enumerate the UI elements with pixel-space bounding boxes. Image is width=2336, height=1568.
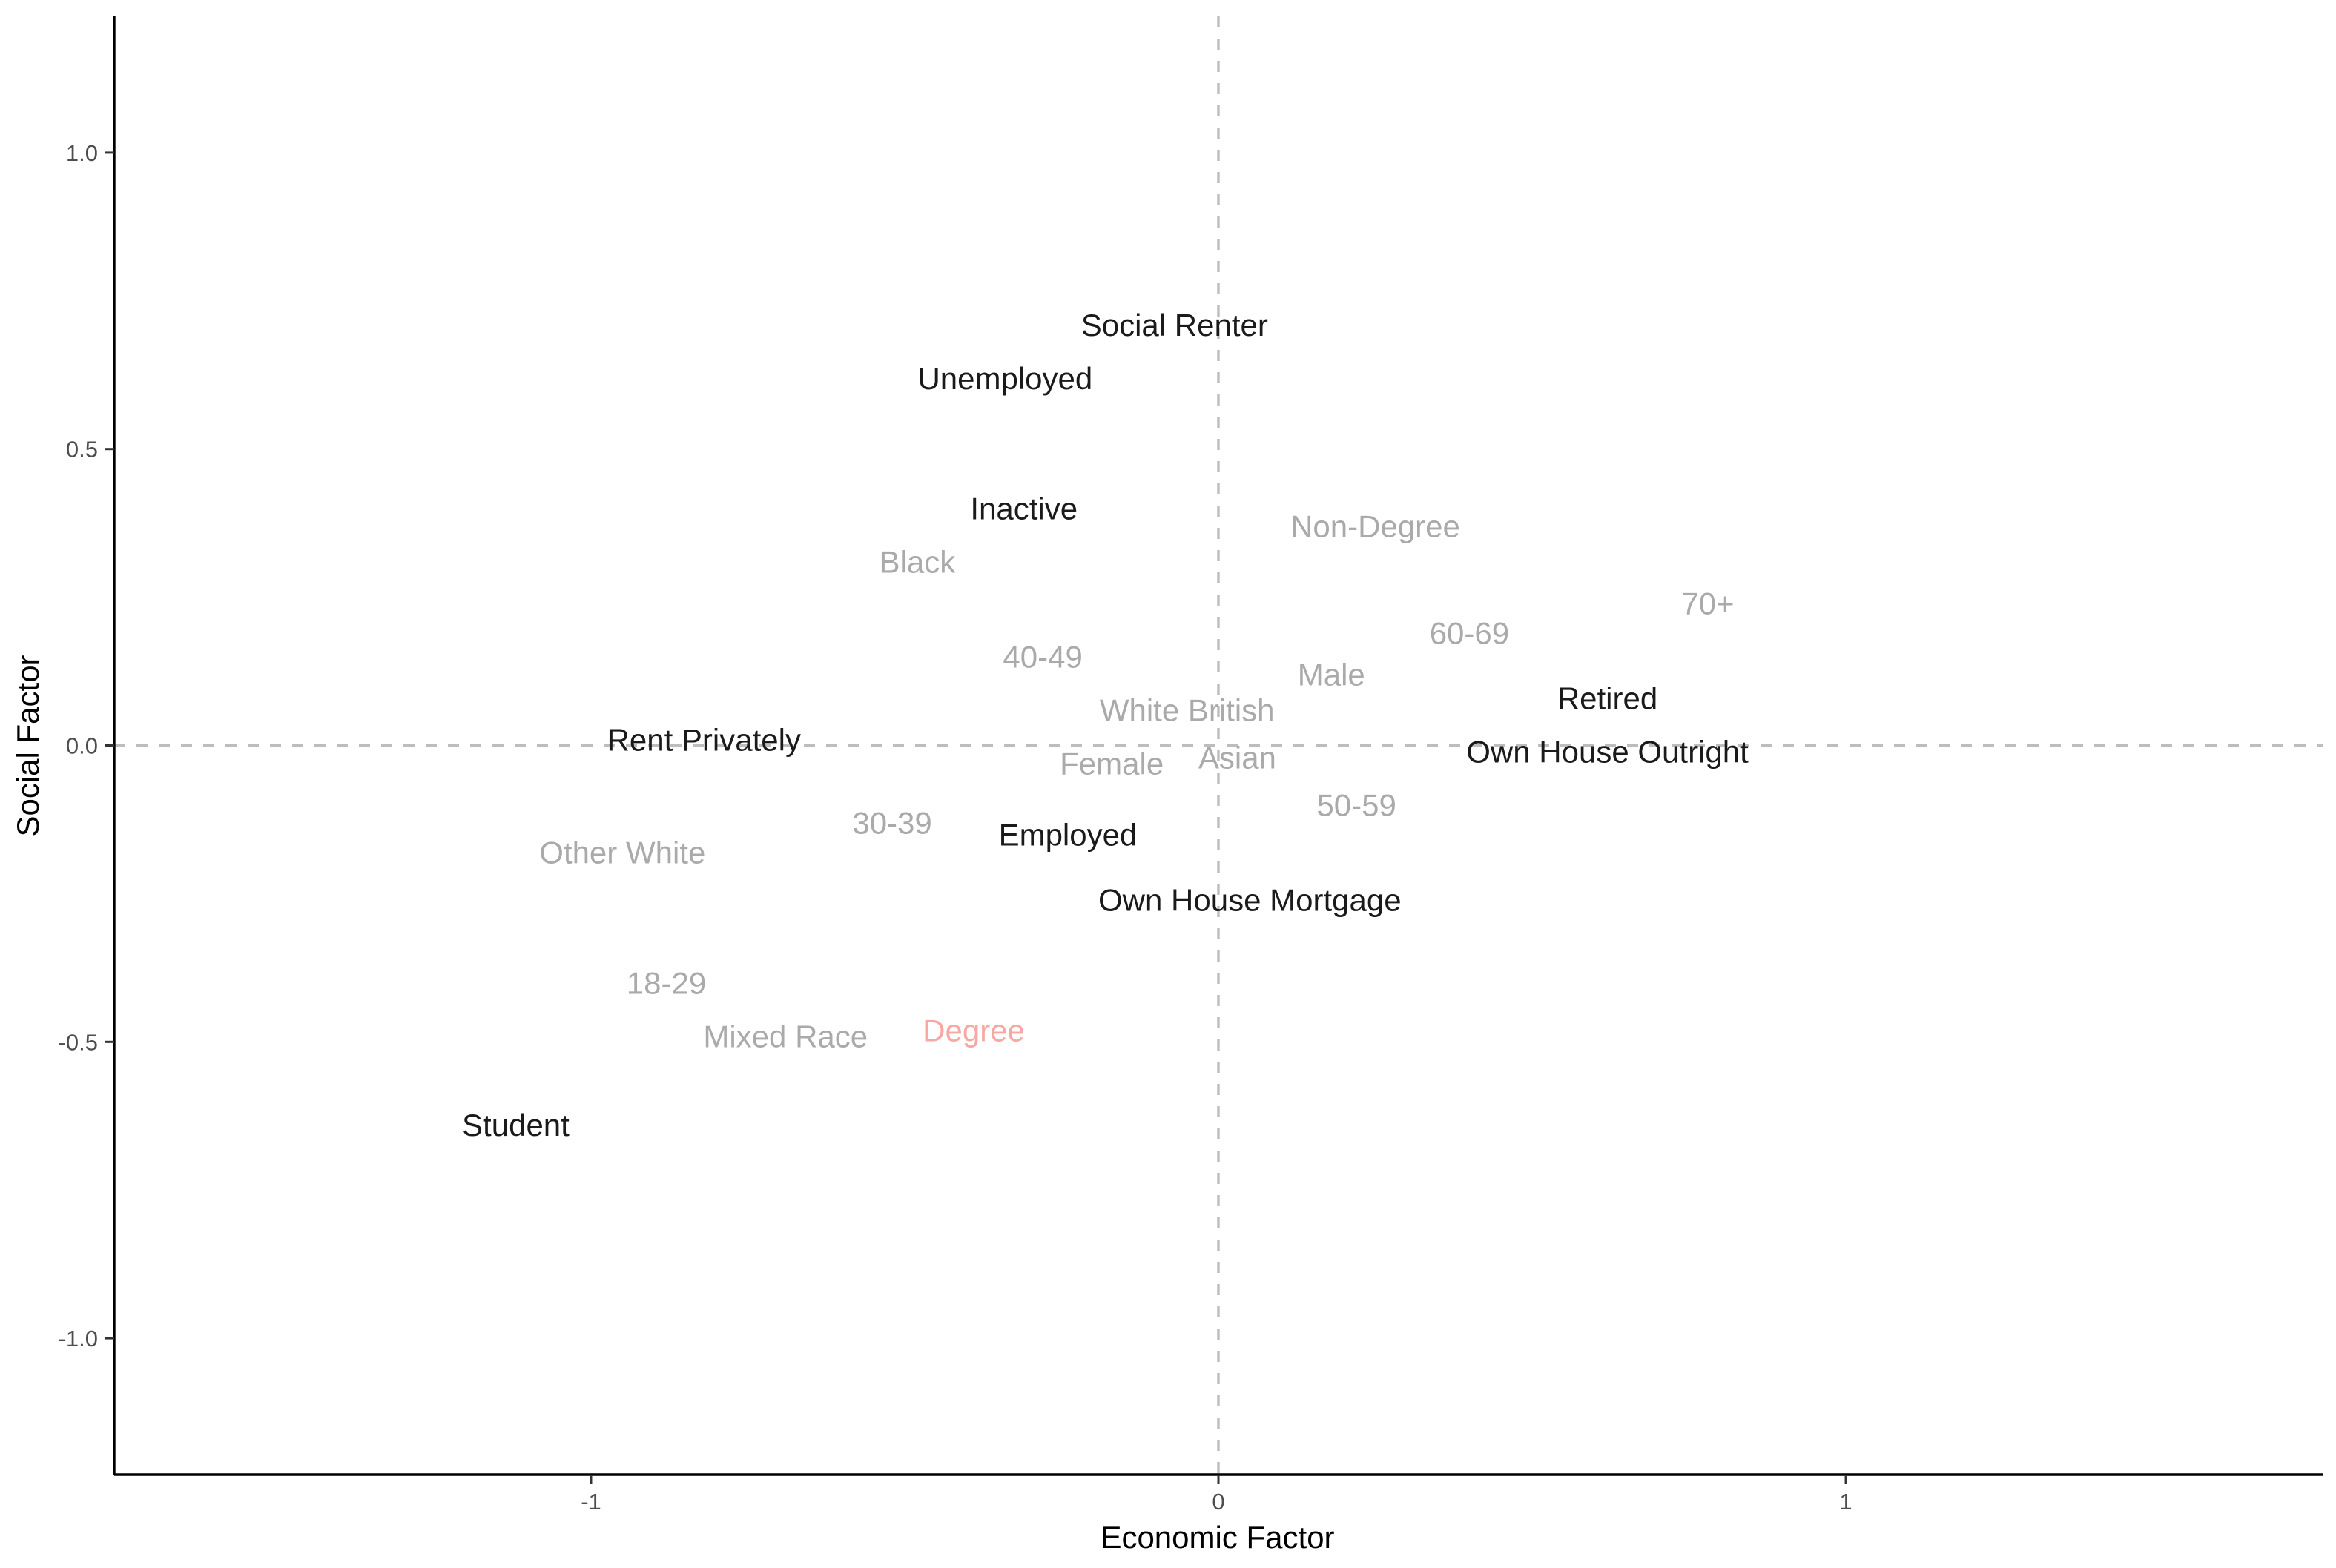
x-axis-title: Economic Factor <box>1101 1520 1334 1555</box>
y-axis-title: Social Factor <box>10 655 45 836</box>
x-ticks: -1 0 1 <box>581 1475 1852 1515</box>
point-label: Student <box>462 1108 570 1142</box>
point-label: Social Renter <box>1081 308 1268 343</box>
point-label: 18-29 <box>627 965 706 1000</box>
point-label: Male <box>1298 658 1365 692</box>
point-label: 30-39 <box>852 805 931 840</box>
x-tick-label: 1 <box>1839 1489 1852 1515</box>
point-label: Inactive <box>970 492 1078 526</box>
y-tick-label: -0.5 <box>59 1029 98 1055</box>
point-label: 50-59 <box>1316 787 1396 822</box>
point-label: Female <box>1060 746 1164 781</box>
y-tick-label: -1.0 <box>59 1326 98 1352</box>
y-ticks: -1.0 -0.5 0.0 0.5 1.0 <box>59 140 114 1352</box>
point-label: Unemployed <box>917 361 1092 396</box>
y-tick-label: 0.5 <box>66 437 98 463</box>
point-label: Non-Degree <box>1290 509 1460 544</box>
point-label: 70+ <box>1681 586 1734 621</box>
point-label: Mixed Race <box>703 1019 868 1053</box>
point-label: Black <box>880 545 957 580</box>
x-tick-label: 0 <box>1212 1489 1224 1515</box>
point-label: Retired <box>1557 681 1657 716</box>
point-label: 60-69 <box>1430 616 1509 651</box>
y-tick-label: 1.0 <box>66 140 98 166</box>
point-label: Asian <box>1198 740 1276 775</box>
point-label: Own House Mortgage <box>1098 882 1402 917</box>
point-label: Employed <box>999 817 1138 852</box>
point-label: Other White <box>539 835 705 870</box>
x-tick-label: -1 <box>581 1489 601 1515</box>
point-label: 40-49 <box>1003 640 1082 675</box>
point-label: Own House Outright <box>1466 734 1749 769</box>
point-label: Rent Privately <box>607 723 801 758</box>
point-label: White British <box>1100 693 1275 728</box>
y-tick-label: 0.0 <box>66 733 98 759</box>
point-label: Degree <box>923 1013 1025 1048</box>
point-labels: Social Renter Unemployed Inactive Non-Degre… <box>462 308 1749 1142</box>
